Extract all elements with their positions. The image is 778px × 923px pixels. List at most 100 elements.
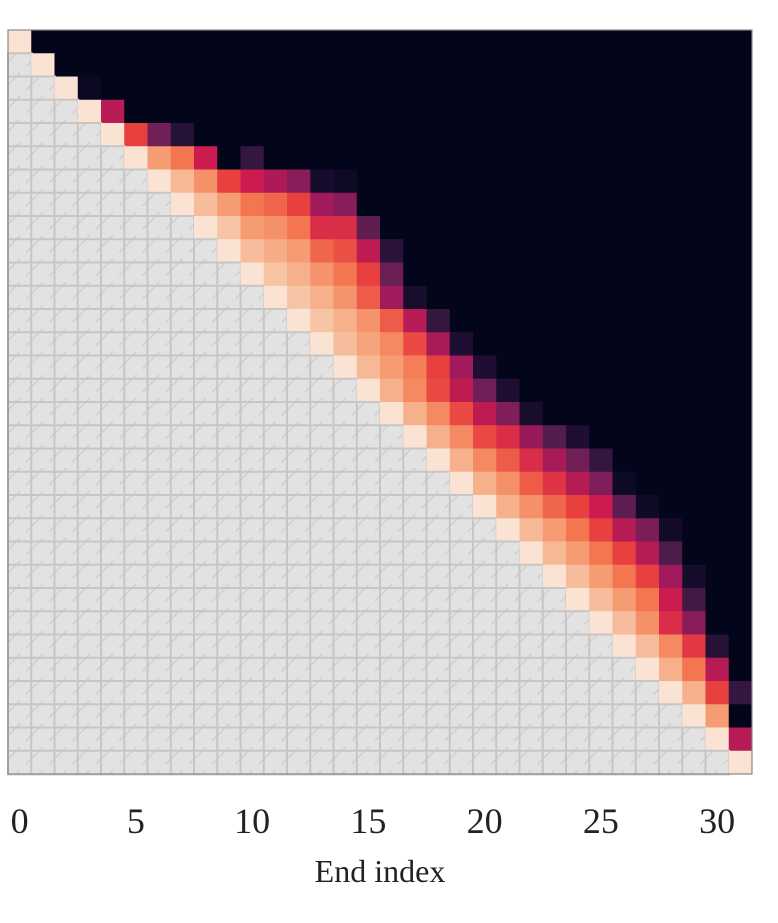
heatmap-cell: [333, 192, 358, 217]
masked-cell: [193, 633, 219, 660]
heatmap-cell: [473, 216, 497, 240]
heatmap-cell: [356, 123, 381, 147]
masked-cell: [239, 703, 266, 729]
heatmap-cell: [170, 123, 195, 147]
masked-cell: [193, 610, 219, 636]
masked-cell: [193, 726, 219, 753]
masked-cell: [7, 98, 33, 125]
heatmap-cell: [496, 53, 520, 77]
heatmap-cell: [728, 471, 753, 496]
masked-cell: [193, 517, 219, 543]
heatmap-cell: [263, 216, 288, 240]
masked-cell: [76, 563, 103, 590]
masked-cell: [146, 517, 173, 543]
masked-cell: [309, 354, 335, 381]
masked-cell: [402, 680, 428, 706]
masked-cell: [100, 308, 126, 334]
masked-cell: [169, 424, 196, 450]
masked-cell: [472, 540, 498, 567]
masked-cell: [611, 680, 638, 706]
masked-cell: [611, 749, 638, 776]
heatmap-cell: [356, 262, 381, 287]
masked-cell: [30, 215, 56, 241]
heatmap-cell: [496, 262, 520, 287]
masked-cell: [123, 354, 149, 381]
heatmap-cell: [449, 123, 474, 147]
heatmap-cell: [612, 76, 637, 101]
masked-cell: [286, 401, 312, 427]
masked-cell: [332, 726, 359, 753]
heatmap-cell: [473, 332, 497, 356]
masked-cell: [169, 377, 196, 404]
heatmap-cell: [635, 99, 660, 124]
masked-cell: [216, 587, 242, 613]
masked-cell: [402, 749, 428, 776]
heatmap-cell: [705, 681, 730, 705]
heatmap-cell: [194, 30, 218, 54]
masked-cell: [286, 703, 312, 729]
masked-cell: [7, 122, 33, 148]
heatmap-cell: [403, 309, 427, 333]
heatmap-cell: [682, 471, 706, 496]
masked-cell: [193, 563, 219, 590]
masked-cell: [76, 540, 103, 567]
heatmap-cell: [682, 169, 706, 194]
masked-cell: [472, 680, 498, 706]
masked-cell: [309, 494, 335, 520]
masked-cell: [76, 122, 103, 148]
masked-cell: [53, 145, 80, 171]
heatmap-cell: [519, 495, 544, 519]
heatmap-cell: [380, 239, 404, 263]
heatmap-cell: [566, 541, 590, 566]
masked-cell: [355, 680, 382, 706]
heatmap-cell: [519, 192, 544, 217]
heatmap-cell: [728, 541, 753, 566]
masked-cell: [169, 470, 196, 497]
masked-cell: [100, 656, 126, 683]
masked-cell: [262, 703, 289, 729]
masked-cell: [658, 749, 684, 776]
masked-cell: [425, 703, 452, 729]
heatmap-cell: [659, 402, 683, 426]
heatmap-cell: [566, 239, 590, 263]
masked-cell: [100, 494, 126, 520]
masked-cell: [239, 424, 266, 450]
masked-cell: [518, 610, 545, 636]
heatmap-cell: [612, 262, 637, 287]
heatmap-cell: [682, 192, 706, 217]
masked-cell: [123, 610, 149, 636]
masked-cell: [588, 726, 614, 753]
heatmap-cell: [217, 169, 241, 194]
heatmap-cell: [705, 309, 730, 333]
heatmap-cell: [659, 495, 683, 519]
heatmap-cell: [263, 76, 288, 101]
masked-cell: [286, 610, 312, 636]
heatmap-cell: [682, 53, 706, 77]
heatmap-cell: [147, 169, 172, 194]
masked-cell: [76, 470, 103, 497]
heatmap-cell: [612, 216, 637, 240]
masked-cell: [309, 470, 335, 497]
heatmap-cell: [542, 192, 567, 217]
heatmap-cell: [124, 123, 148, 147]
heatmap-cell: [542, 262, 567, 287]
heatmap-cell: [496, 471, 520, 496]
heatmap-cell: [449, 332, 474, 356]
masked-cell: [286, 494, 312, 520]
heatmap-cell: [194, 123, 218, 147]
masked-cell: [262, 331, 289, 357]
masked-cell: [402, 703, 428, 729]
masked-cell: [193, 377, 219, 404]
heatmap-cell: [449, 309, 474, 333]
heatmap-cell: [147, 53, 172, 77]
heatmap-cell: [519, 425, 544, 449]
heatmap-cell: [263, 123, 288, 147]
heatmap-cell: [101, 123, 125, 147]
masked-cell: [309, 447, 335, 474]
masked-cell: [332, 540, 359, 567]
heatmap-cell: [589, 402, 613, 426]
masked-cell: [123, 749, 149, 776]
heatmap-cell: [496, 518, 520, 542]
heatmap-cell: [589, 495, 613, 519]
masked-cell: [379, 540, 405, 567]
